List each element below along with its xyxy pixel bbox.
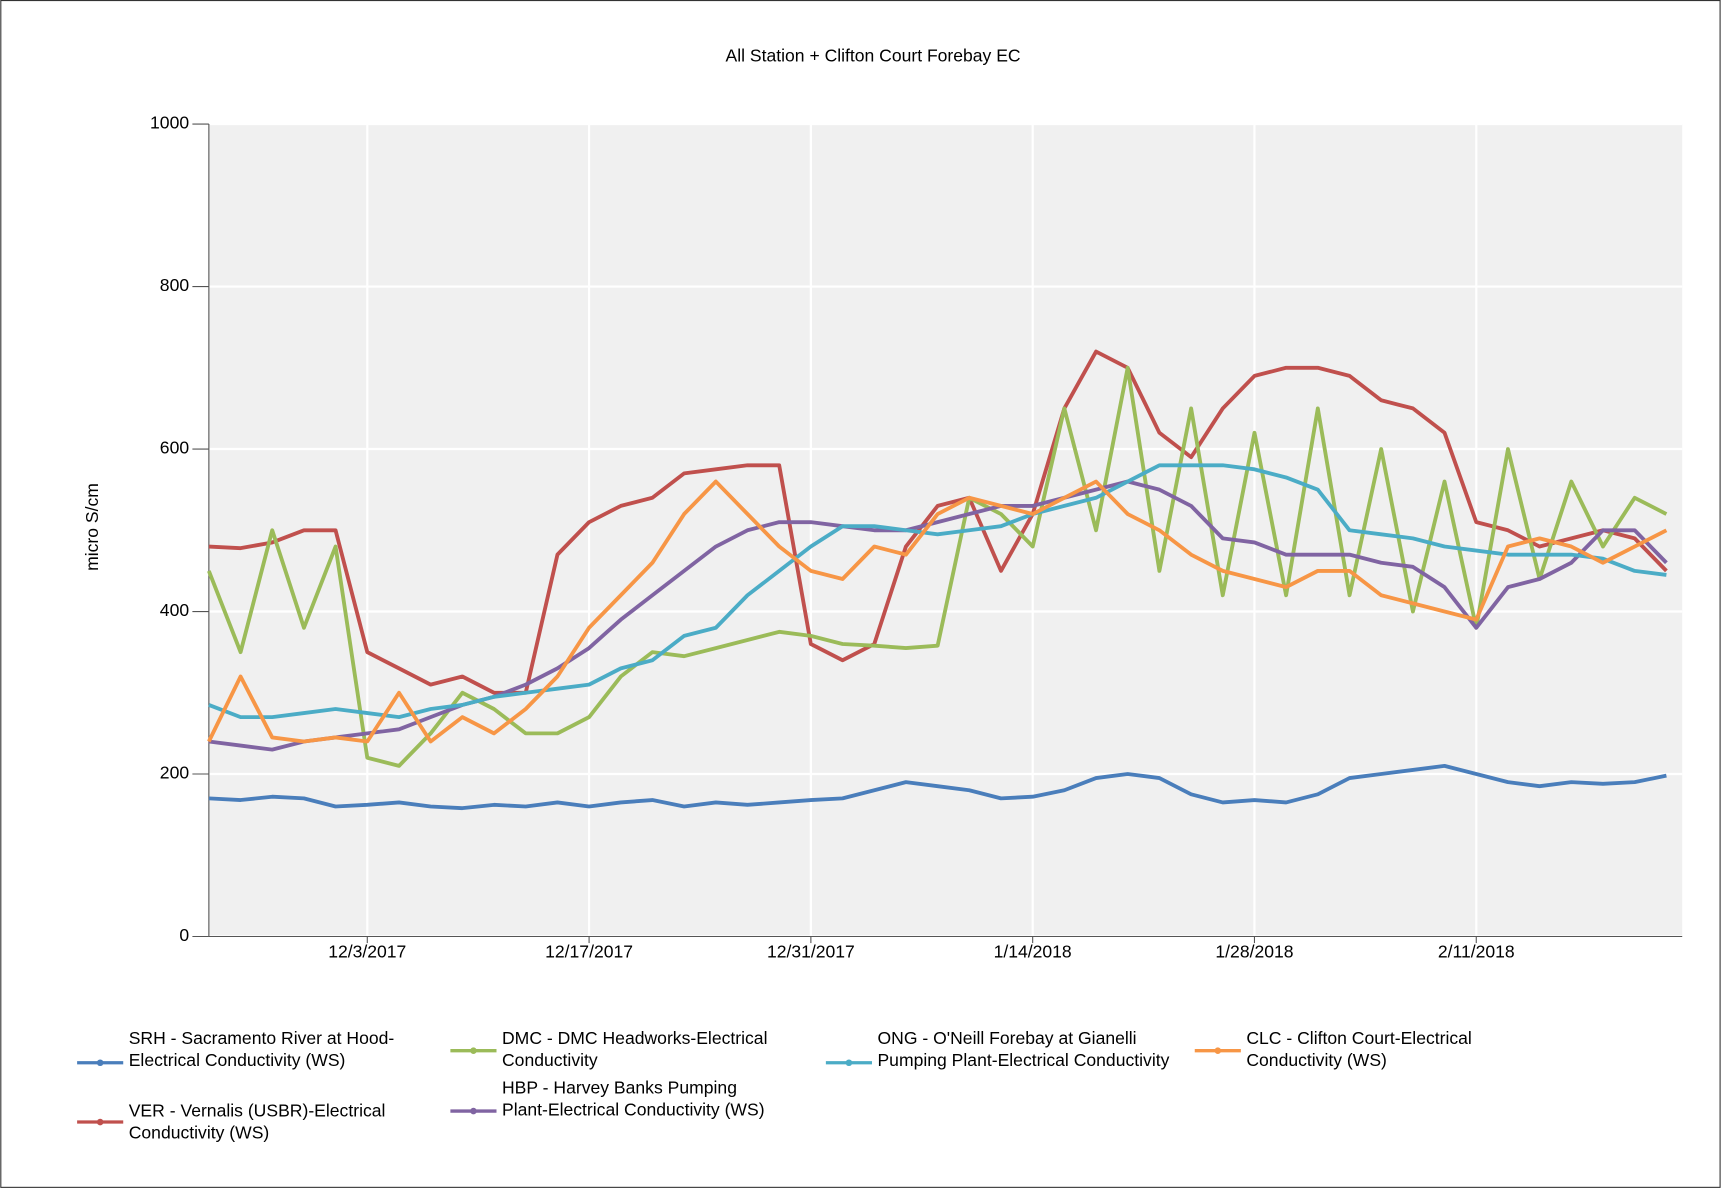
legend-text-box: CLC - Clifton Court-Electrical Conductiv… — [1246, 1029, 1472, 1071]
series-line — [207, 479, 1668, 744]
y-tick-label: 600 — [160, 438, 190, 458]
legend-label: ONG - O'Neill Forebay at Gianelli Pumpin… — [877, 1029, 1170, 1071]
legend-text-box: SRH - Sacramento River at Hood-Electrica… — [128, 1029, 395, 1071]
legend-marker — [845, 1059, 853, 1067]
legend-label: HBP - Harvey Banks Pumping Plant-Electri… — [501, 1079, 765, 1120]
legend-marker — [470, 1107, 477, 1115]
legend-label: CLC - Clifton Court-Electrical Conductiv… — [1246, 1029, 1472, 1071]
series-line — [208, 479, 1668, 752]
legend-text-box: HBP - Harvey Banks Pumping Plant-Electri… — [501, 1079, 765, 1120]
chart-title: All Station + Clifton Court Forebay EC — [726, 46, 1021, 66]
x-tick-label: 1/14/2018 — [994, 942, 1072, 962]
series-line — [208, 349, 1668, 695]
x-tick-label: 1/28/2018 — [1215, 942, 1293, 962]
legend-marker — [96, 1059, 104, 1067]
legend-label: SRH - Sacramento River at Hood-Electrica… — [128, 1029, 395, 1071]
y-axis-label: micro S/cm — [82, 483, 102, 571]
legend-marker — [96, 1118, 104, 1126]
legend-label: VER - Vernalis (USBR)-Electrical Conduct… — [128, 1102, 386, 1143]
y-tick-label: 1000 — [150, 113, 189, 133]
legend-text-box: ONG - O'Neill Forebay at Gianelli Pumpin… — [877, 1029, 1170, 1071]
legend-marker — [1214, 1047, 1222, 1054]
y-tick-label: 200 — [160, 763, 190, 783]
plot-area — [208, 124, 1683, 937]
x-tick-label: 12/3/2017 — [328, 942, 406, 962]
x-tick-label: 2/11/2018 — [1438, 942, 1515, 962]
legend-label: DMC - DMC Headworks-Electrical Conductiv… — [501, 1029, 768, 1071]
y-tick-label: 800 — [160, 275, 190, 295]
x-tick-label: 12/31/2017 — [767, 942, 855, 962]
series-line — [208, 763, 1667, 811]
series-line — [208, 463, 1667, 720]
legend-text-box: VER - Vernalis (USBR)-Electrical Conduct… — [128, 1102, 386, 1143]
y-tick-label: 400 — [160, 600, 190, 620]
legend-marker — [470, 1047, 477, 1054]
legend-text-box: DMC - DMC Headworks-Electrical Conductiv… — [501, 1029, 768, 1071]
y-tick-label: 0 — [179, 925, 189, 945]
x-tick-label: 12/17/2017 — [545, 942, 633, 962]
